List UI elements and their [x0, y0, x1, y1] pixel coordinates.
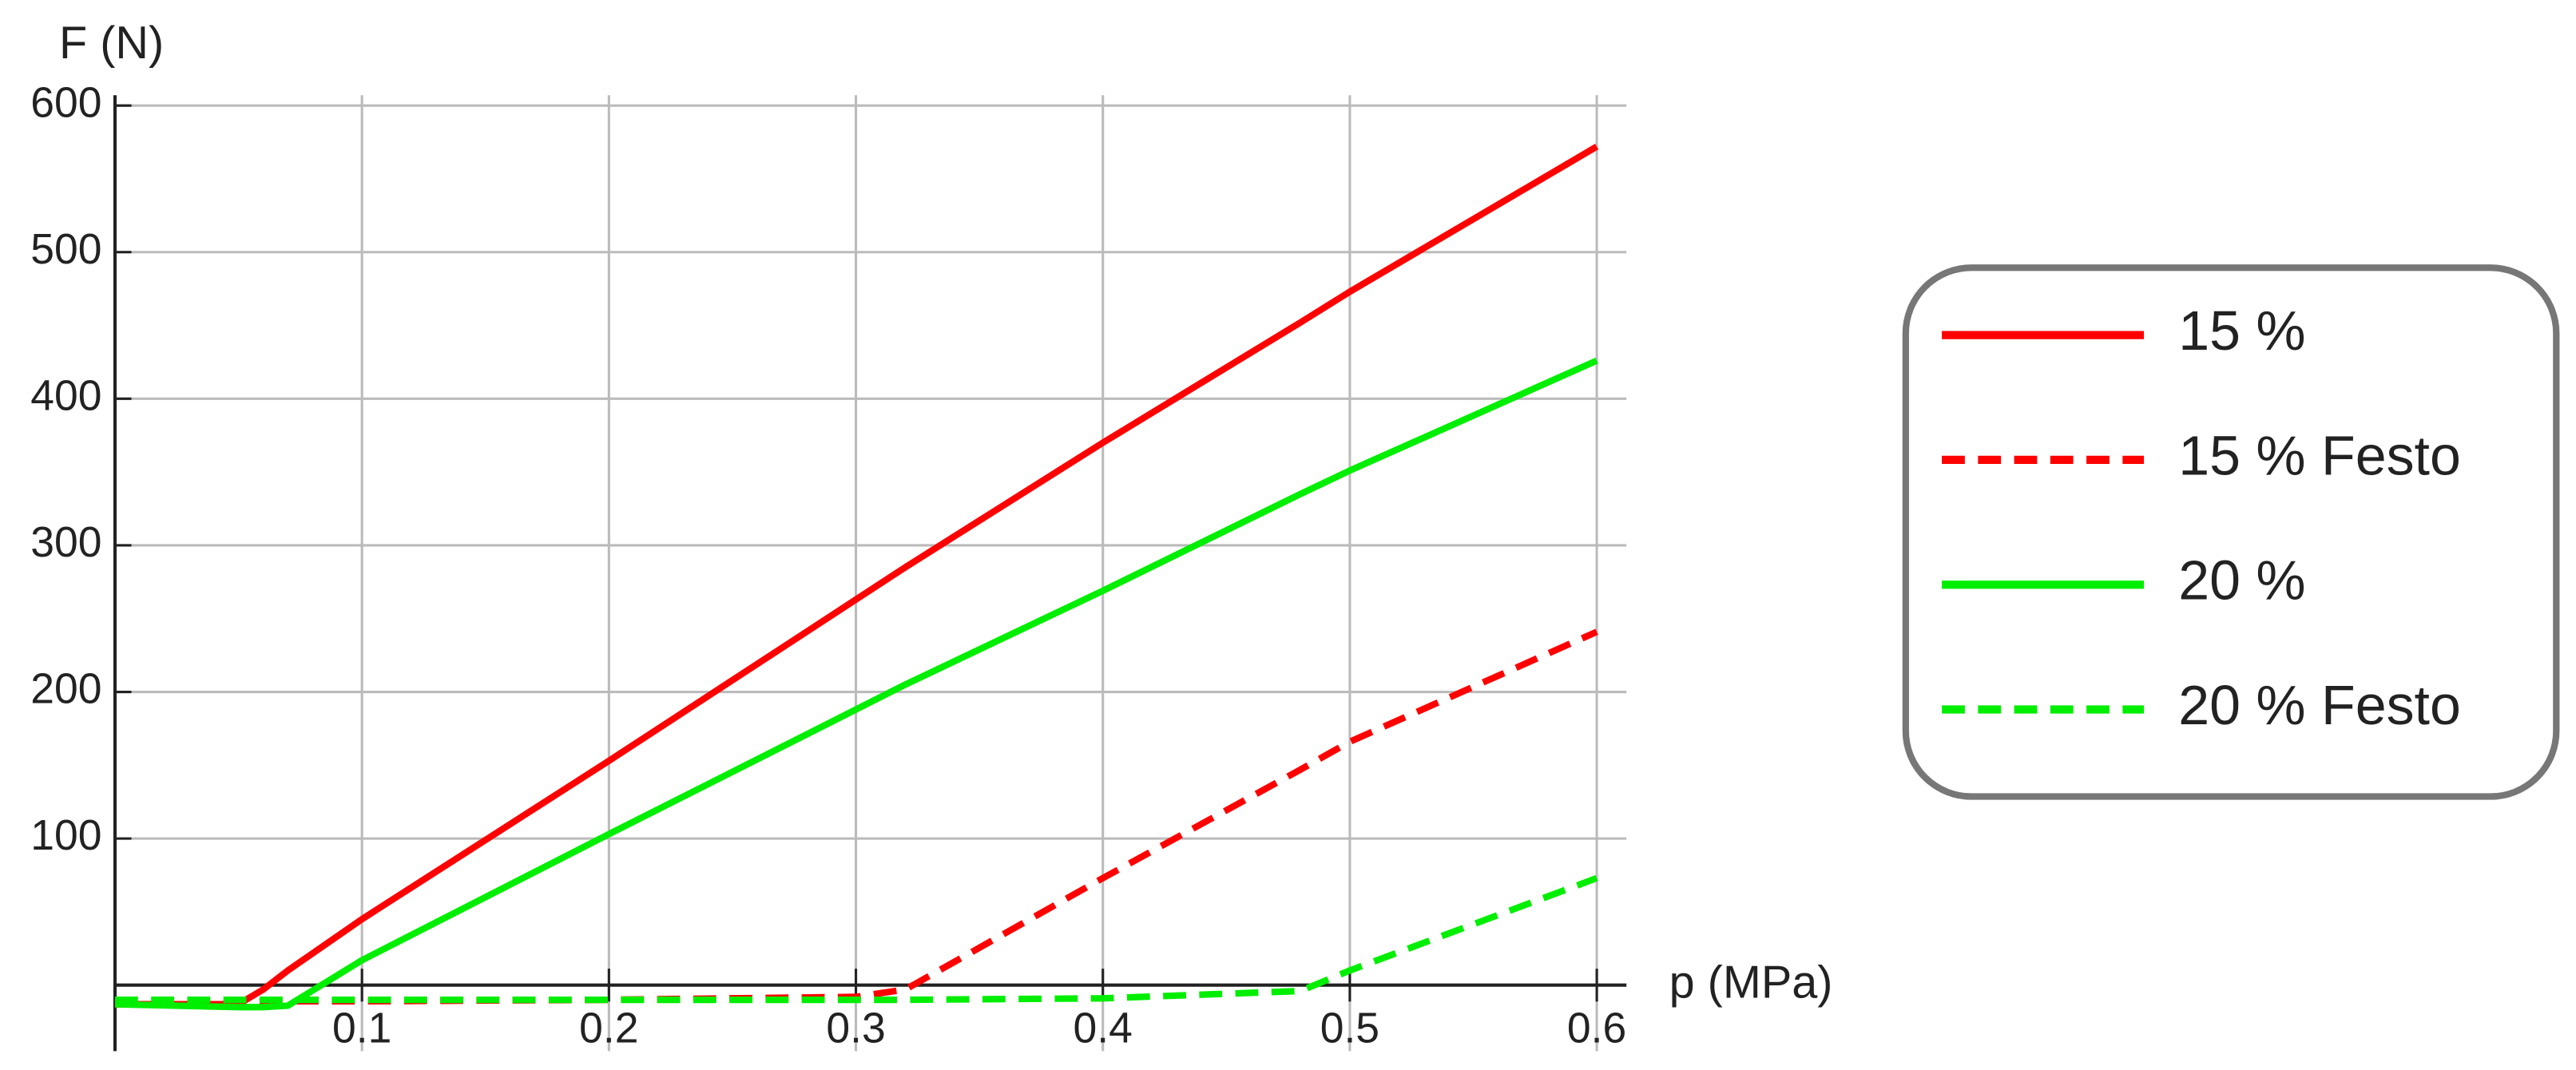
x-tick-label: 0.4: [1074, 1005, 1133, 1052]
legend-label: 20 %: [2178, 549, 2305, 612]
y-tick-label: 400: [30, 372, 101, 419]
y-tick-label: 500: [30, 226, 101, 273]
y-tick-label: 200: [30, 666, 101, 713]
x-tick-label: 0.1: [332, 1005, 391, 1052]
y-tick-label: 600: [30, 79, 101, 126]
x-axis-label: p (MPa): [1669, 957, 1833, 1008]
x-tick-label: 0.2: [579, 1005, 638, 1052]
series-line: [114, 357, 1598, 1011]
x-tick-label: 0.3: [826, 1005, 885, 1052]
legend-label: 20 % Festo: [2178, 674, 2461, 736]
legend-label: 15 %: [2178, 299, 2305, 362]
y-tick-label: 300: [30, 519, 101, 566]
legend-label: 15 % Festo: [2178, 424, 2461, 486]
series-line: [114, 874, 1598, 1004]
x-tick-label: 0.5: [1320, 1005, 1379, 1052]
x-tick-label: 0.6: [1567, 1005, 1626, 1052]
y-tick-label: 100: [30, 812, 101, 859]
y-axis-label: F (N): [59, 18, 164, 69]
legend-box: [1902, 264, 2560, 800]
series-line: [114, 144, 1599, 1008]
